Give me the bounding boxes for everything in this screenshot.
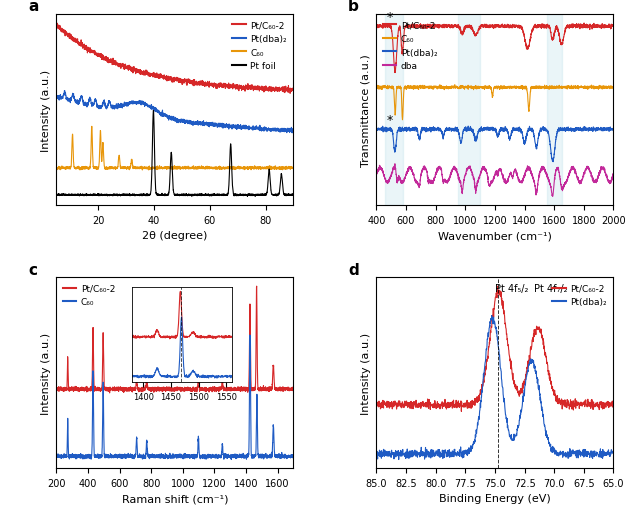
Legend: Pt/C₆₀-2, C₆₀: Pt/C₆₀-2, C₆₀ <box>61 282 117 308</box>
Y-axis label: Intensity (a.u.): Intensity (a.u.) <box>361 332 371 414</box>
X-axis label: Wavenumber (cm⁻¹): Wavenumber (cm⁻¹) <box>438 231 552 241</box>
Text: a: a <box>28 0 38 14</box>
Y-axis label: Intensity (a.u.): Intensity (a.u.) <box>41 332 51 414</box>
Text: d: d <box>348 262 359 277</box>
Y-axis label: Intensity (a.u.): Intensity (a.u.) <box>41 69 51 151</box>
Text: Pt 4f₇/₂: Pt 4f₇/₂ <box>534 284 568 293</box>
Bar <box>385 15 403 206</box>
Legend: Pt/C₆₀-2, Pt(dba)₂, C₆₀, Pt foil: Pt/C₆₀-2, Pt(dba)₂, C₆₀, Pt foil <box>230 20 289 73</box>
Text: Pt 4f₅/₂: Pt 4f₅/₂ <box>495 284 528 293</box>
Bar <box>458 15 480 206</box>
Text: *: * <box>387 114 393 127</box>
Text: *: * <box>387 11 393 24</box>
X-axis label: Raman shift (cm⁻¹): Raman shift (cm⁻¹) <box>121 494 228 503</box>
Bar <box>546 15 562 206</box>
Text: A₉(2): A₉(2) <box>0 508 1 509</box>
X-axis label: 2θ (degree): 2θ (degree) <box>142 231 208 241</box>
Text: b: b <box>348 0 359 14</box>
Text: c: c <box>28 262 37 277</box>
Legend: Pt/C₆₀-2, Pt(dba)₂: Pt/C₆₀-2, Pt(dba)₂ <box>551 282 609 308</box>
Y-axis label: Transmittance (a.u.): Transmittance (a.u.) <box>361 54 371 167</box>
Legend: Pt/C₆₀-2, C₆₀, Pt(dba)₂, dba: Pt/C₆₀-2, C₆₀, Pt(dba)₂, dba <box>381 20 439 73</box>
X-axis label: Binding Energy (eV): Binding Energy (eV) <box>439 494 551 503</box>
